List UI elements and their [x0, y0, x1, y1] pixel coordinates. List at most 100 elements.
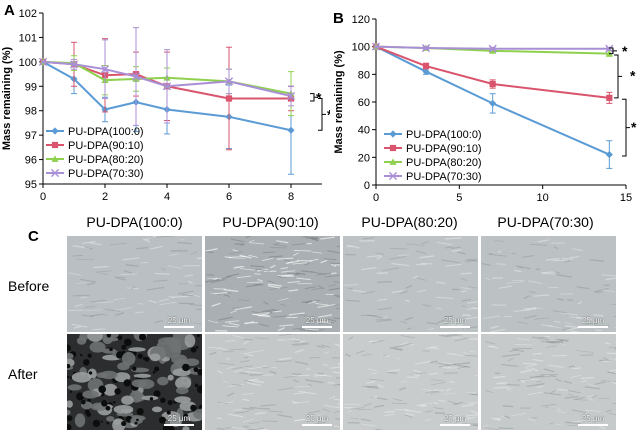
sem-background: [205, 334, 340, 430]
sem-texture: [209, 351, 217, 356]
sem-texture: [248, 421, 261, 425]
sem-texture: [455, 414, 470, 419]
sem-texture: [527, 391, 544, 396]
sem-texture: [517, 321, 528, 324]
sem-pore: [196, 334, 200, 338]
sem-texture: [498, 427, 514, 430]
sem-texture: [219, 401, 235, 405]
sem-texture: [375, 428, 383, 430]
sem-pore: [109, 347, 113, 352]
sem-texture: [76, 258, 95, 261]
sem-texture: [612, 402, 616, 405]
sem-texture: [484, 341, 496, 345]
sem-texture: [331, 272, 337, 275]
sem-texture: [159, 301, 177, 306]
sem-texture: [438, 399, 446, 403]
chart-b: 020406080100120051015Time (days)Mass rem…: [333, 14, 637, 204]
sem-texture: [415, 360, 432, 365]
sem-texture: [268, 410, 284, 413]
data-point: [286, 91, 296, 101]
sem-texture: [281, 270, 295, 273]
sem-texture: [506, 281, 523, 284]
data-point: [489, 99, 497, 107]
sem-texture: [225, 357, 231, 360]
sem-texture: [555, 338, 569, 343]
sem-image-before-70-30: 25 µm: [481, 236, 616, 332]
sem-background: [343, 334, 478, 430]
sem-texture: [328, 321, 334, 324]
sem-texture: [410, 372, 426, 375]
sem-texture: [101, 313, 108, 317]
sem-texture: [376, 280, 393, 283]
sem-pore: [137, 353, 143, 359]
sem-texture: [600, 380, 616, 383]
panel-label-c: C: [28, 228, 39, 245]
y-axis-label: Mass remaining (%): [1, 47, 13, 151]
sem-grain: [137, 379, 155, 389]
sem-texture: [382, 316, 388, 319]
sem-texture: [434, 389, 445, 391]
legend-marker: [389, 144, 397, 152]
sem-texture: [206, 274, 214, 276]
sem-pore: [87, 353, 92, 358]
sem-texture: [308, 300, 317, 304]
data-point: [131, 72, 141, 81]
sem-pore: [84, 409, 90, 415]
sem-texture: [507, 357, 514, 362]
sem-texture: [217, 402, 228, 405]
sem-texture: [158, 298, 170, 302]
sem-texture: [545, 340, 563, 343]
sem-texture: [362, 353, 372, 357]
sem-texture: [376, 319, 393, 322]
sem-texture: [333, 410, 340, 413]
sem-texture: [317, 372, 324, 375]
sem-texture: [488, 345, 499, 349]
sem-texture: [291, 338, 301, 341]
sem-texture: [391, 290, 404, 294]
sem-texture: [226, 384, 244, 388]
sem-pore: [67, 364, 71, 369]
sem-texture: [469, 338, 478, 340]
sem-texture: [267, 283, 282, 287]
sem-texture: [169, 253, 180, 256]
sem-texture: [560, 293, 573, 295]
sem-pore: [134, 421, 138, 425]
sem-grain: [113, 418, 121, 425]
sem-texture: [365, 385, 379, 388]
sem-texture: [474, 374, 478, 377]
sem-texture: [587, 397, 594, 401]
scale-bar: 25 µm: [302, 414, 332, 426]
sem-texture: [540, 340, 555, 344]
sem-texture: [481, 262, 492, 267]
sem-texture: [277, 275, 287, 278]
sem-texture: [579, 354, 594, 356]
sem-texture: [444, 237, 462, 240]
sem-texture: [529, 243, 547, 246]
sem-texture: [521, 254, 535, 258]
scale-bar: 25 µm: [440, 316, 470, 328]
sem-texture: [142, 238, 151, 243]
sem-texture: [229, 257, 246, 260]
sem-grain: [182, 426, 190, 430]
sem-texture: [567, 424, 579, 427]
sem-texture: [594, 381, 606, 385]
sem-texture: [245, 236, 252, 239]
significance-bracket-outer: [318, 98, 326, 131]
sem-pore: [121, 420, 127, 427]
sem-texture: [291, 400, 298, 404]
legend-marker: [51, 127, 59, 135]
sem-pore: [87, 398, 91, 403]
sem-texture: [249, 406, 264, 410]
sem-texture: [396, 357, 402, 360]
sem-texture: [293, 401, 310, 404]
sem-texture: [371, 339, 385, 344]
sem-texture: [461, 290, 467, 293]
sem-texture: [374, 404, 385, 408]
sem-texture: [309, 356, 320, 359]
sem-texture: [327, 250, 340, 254]
sem-texture: [223, 288, 239, 293]
sem-texture: [304, 236, 319, 239]
sem-texture: [333, 398, 340, 401]
sem-texture: [296, 277, 311, 281]
sem-texture: [567, 389, 581, 394]
